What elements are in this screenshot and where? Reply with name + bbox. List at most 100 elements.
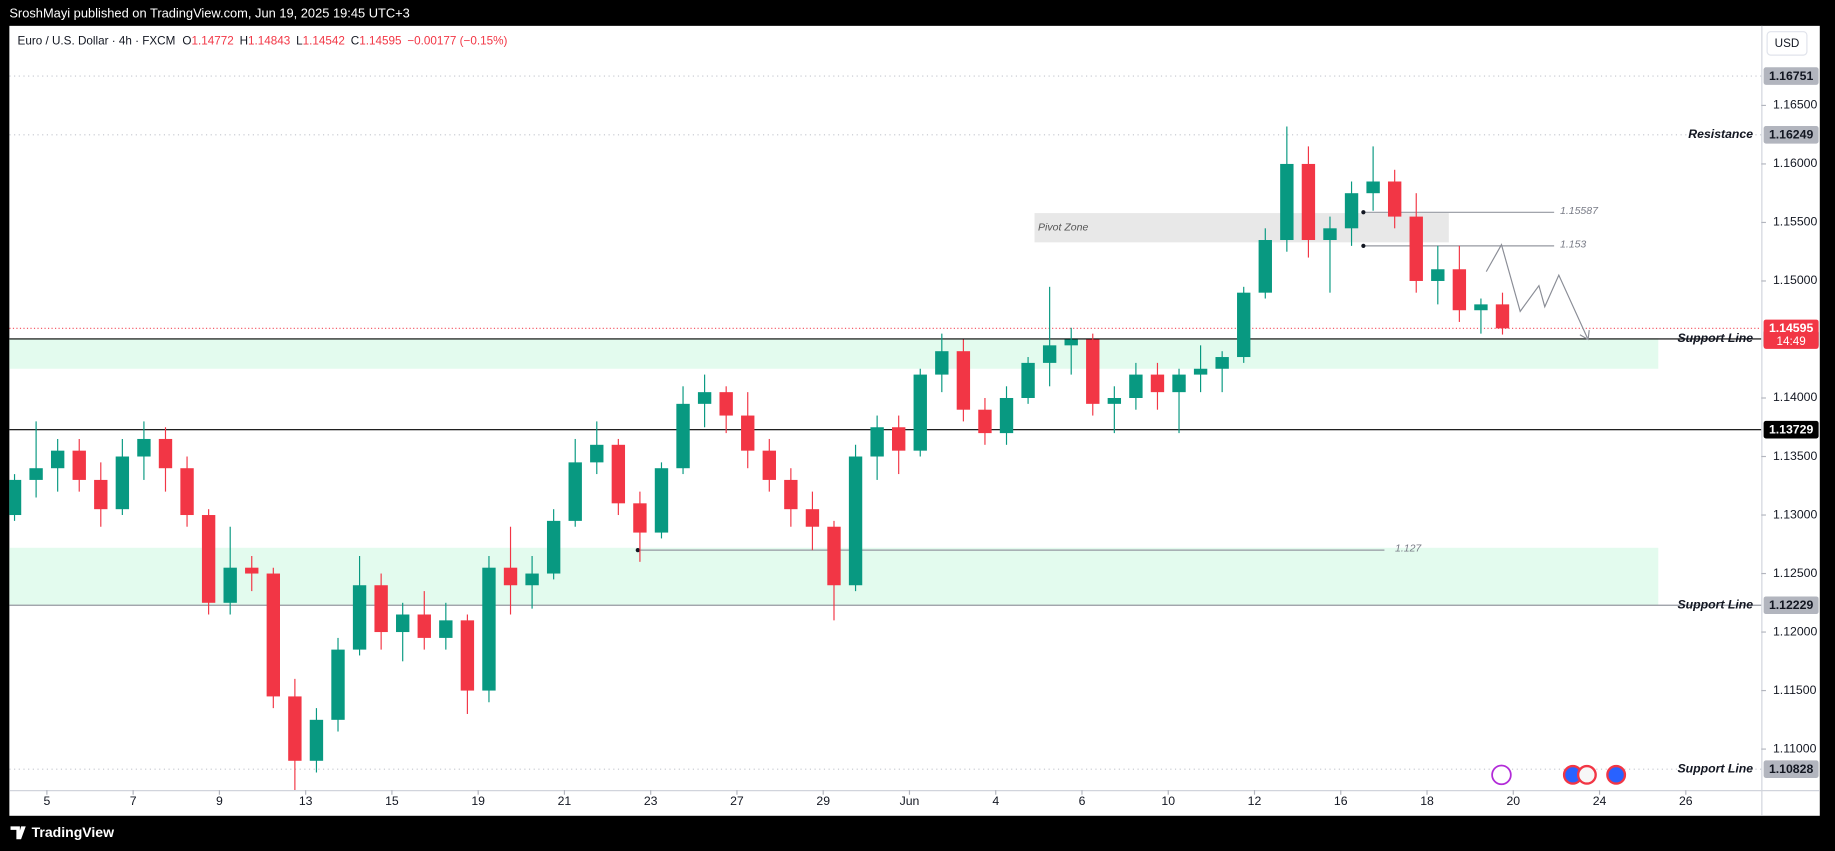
candle-body xyxy=(654,468,669,533)
candle-body xyxy=(697,392,712,404)
publisher: SroshMayi published on TradingView.com, … xyxy=(9,6,409,21)
x-tick-label: 26 xyxy=(1679,794,1693,808)
symbol: Euro / U.S. Dollar · 4h · FXCM xyxy=(18,35,176,48)
level-label: Support Line xyxy=(1677,331,1753,345)
candle-body xyxy=(29,468,43,480)
candle-body xyxy=(1474,304,1488,311)
countdown: 14:49 xyxy=(1776,335,1805,348)
price-badge xyxy=(1763,67,1819,85)
pivot-zone xyxy=(1034,213,1449,243)
candle-body xyxy=(245,567,259,574)
candle-body xyxy=(525,573,539,586)
x-tick-label: 16 xyxy=(1334,794,1348,808)
candle-body xyxy=(50,450,65,469)
x-tick-label: Jun xyxy=(900,794,920,808)
candle-body xyxy=(460,620,475,691)
candle-body xyxy=(1387,181,1402,217)
candle-body xyxy=(1129,374,1143,398)
candle-body xyxy=(1452,269,1467,311)
plot: Pivot Zone 1.15587 1.153 1.127 xyxy=(9,75,1762,791)
price-badge xyxy=(1763,596,1819,615)
x-tick-label: 7 xyxy=(130,794,137,808)
brand: TradingView xyxy=(32,824,114,840)
candle-body xyxy=(1064,339,1078,346)
marked-label: 1.127 xyxy=(1395,543,1422,555)
candle-body xyxy=(1193,368,1208,375)
candle-body xyxy=(633,503,647,533)
candle-body xyxy=(1344,193,1359,229)
price-badge-label: 1.10828 xyxy=(1769,762,1814,776)
candle-body xyxy=(331,649,345,720)
last-price-badge xyxy=(1763,319,1819,349)
x-tick-label: 29 xyxy=(816,794,830,808)
candle-body xyxy=(1258,240,1272,293)
candle-body xyxy=(611,444,626,504)
candle-body xyxy=(848,456,863,586)
x-tick-label: 13 xyxy=(299,794,313,808)
candle-body xyxy=(1086,339,1100,404)
candle-body xyxy=(741,415,755,451)
x-tick-label: 27 xyxy=(730,794,744,808)
y-tick-label: 1.12000 xyxy=(1773,624,1818,638)
event-icons xyxy=(1491,764,1627,786)
candle-body xyxy=(568,462,582,521)
y-tick-label: 1.15500 xyxy=(1773,215,1818,229)
candle-body xyxy=(827,526,841,586)
change: −0.00177 (−0.15%) xyxy=(407,35,507,48)
candle-body xyxy=(158,438,173,469)
candle-body xyxy=(1150,374,1165,393)
price-badge-label: 1.12229 xyxy=(1769,598,1814,612)
x-tick-label: 10 xyxy=(1161,794,1175,808)
y-tick-label: 1.11500 xyxy=(1773,683,1817,697)
x-tick-label: 6 xyxy=(1079,794,1086,808)
candle-body xyxy=(762,450,776,480)
marked-label: 1.153 xyxy=(1560,238,1586,250)
candle-body xyxy=(309,719,324,761)
y-tick-label: 1.15000 xyxy=(1773,273,1818,287)
currency-box[interactable] xyxy=(1766,31,1808,56)
candle-body xyxy=(1366,181,1380,194)
ohlc-key: C xyxy=(351,35,359,48)
candle-body xyxy=(1431,269,1445,281)
price-badge xyxy=(1763,126,1819,144)
candle-body xyxy=(913,374,927,451)
candle-body xyxy=(1495,304,1510,329)
last-price-label: 1.14595 xyxy=(1769,321,1814,335)
candle-body xyxy=(676,403,690,469)
candle-body xyxy=(719,392,733,416)
marked-label: 1.15587 xyxy=(1560,205,1599,217)
x-tick-label: 18 xyxy=(1420,794,1434,808)
x-tick-label: 19 xyxy=(471,794,485,808)
level-label: Resistance xyxy=(1688,127,1753,141)
candle-body xyxy=(201,515,216,603)
x-tick-label: 20 xyxy=(1506,794,1520,808)
y-tick-label: 1.14000 xyxy=(1773,390,1818,404)
ohlc-key: O xyxy=(182,35,191,48)
price-badge-label: 1.16751 xyxy=(1769,69,1814,83)
level-label: Support Line xyxy=(1677,598,1753,612)
candle-body xyxy=(1107,397,1122,404)
currency: USD xyxy=(1775,37,1800,50)
candle-body xyxy=(1301,163,1316,241)
price-badge xyxy=(1763,760,1819,778)
candle-body xyxy=(439,620,453,638)
candle-body xyxy=(72,450,86,480)
candle-body xyxy=(590,444,604,463)
anchor-dot xyxy=(635,548,640,553)
candle-body xyxy=(180,468,194,516)
candle-body xyxy=(935,351,949,375)
candle-body xyxy=(1215,357,1229,369)
candle-body xyxy=(288,696,302,761)
price-badge-label: 1.16249 xyxy=(1769,128,1814,142)
x-tick-label: 24 xyxy=(1593,794,1607,808)
candle-body xyxy=(1409,216,1423,281)
y-tick-label: 1.16500 xyxy=(1773,98,1818,112)
y-tick-label: 1.12500 xyxy=(1773,566,1818,580)
candle-body xyxy=(546,520,561,574)
candle-body xyxy=(396,614,410,633)
ohlc-value: 1.14772 xyxy=(191,35,233,48)
candle-body xyxy=(892,427,906,451)
x-tick-label: 21 xyxy=(558,794,572,808)
